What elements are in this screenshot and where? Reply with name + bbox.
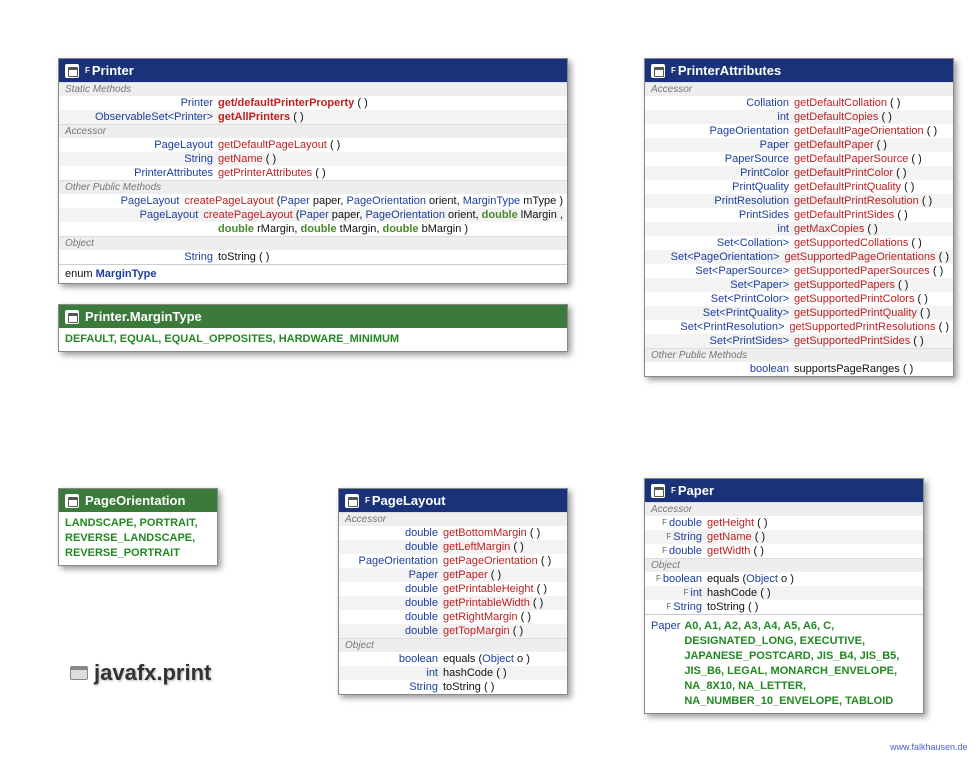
final-marker: F [671,66,676,75]
method-row: PrinterAttributesgetPrinterAttributes ( … [59,166,567,180]
method-row: Set<Paper>getSupportedPapers ( ) [645,278,953,292]
method-row: Set<PrintColor>getSupportedPrintColors (… [645,292,953,306]
method-row: FdoublegetHeight ( ) [645,516,923,530]
method-row: doublegetRightMargin ( ) [339,610,567,624]
method-row: doublegetPrintableWidth ( ) [339,596,567,610]
enum-kw: enum [65,268,93,280]
margintype-card: Printer.MarginType DEFAULT, EQUAL, EQUAL… [58,304,568,352]
card-header: F Paper [645,479,923,502]
method-row: double rMargin, double tMargin, double b… [59,222,567,236]
method-row: booleanequals (Object o ) [339,652,567,666]
printer-card: F Printer Static MethodsPrinterget/defau… [58,58,568,284]
enum-values: DEFAULT, EQUAL, EQUAL_OPPOSITES, HARDWAR… [59,328,567,351]
section-label: Object [59,236,567,250]
method-row: doublegetLeftMargin ( ) [339,540,567,554]
constants: Paper A0, A1, A2, A3, A4, A5, A6, C, DES… [645,614,923,713]
section-label: Other Public Methods [645,348,953,362]
method-row: Set<PrintResolution>getSupportedPrintRes… [645,320,953,334]
card-title: PageLayout [372,493,446,508]
card-body: Static MethodsPrinterget/defaultPrinterP… [59,82,567,264]
card-body: AccessorCollationgetDefaultCollation ( )… [645,82,953,376]
section-label: Accessor [59,124,567,138]
card-title: PrinterAttributes [678,63,781,78]
method-row: FinthashCode ( ) [645,586,923,600]
final-marker: F [365,496,370,505]
method-row: PrintSidesgetDefaultPrintSides ( ) [645,208,953,222]
method-row: PapergetPaper ( ) [339,568,567,582]
package-name: javafx.print [94,660,211,686]
method-row: PageLayoutcreatePageLayout (Paper paper,… [59,208,567,222]
final-marker: F [85,66,90,75]
method-row: PrintQualitygetDefaultPrintQuality ( ) [645,180,953,194]
method-row: Set<PageOrientation>getSupportedPageOrie… [645,250,953,264]
method-row: StringtoString ( ) [339,680,567,694]
method-row: PaperSourcegetDefaultPaperSource ( ) [645,152,953,166]
section-label: Other Public Methods [59,180,567,194]
method-row: Set<PrintSides>getSupportedPrintSides ( … [645,334,953,348]
printer-icon [65,310,79,324]
method-row: doublegetTopMargin ( ) [339,624,567,638]
method-row: Fbooleanequals (Object o ) [645,572,923,586]
pagelayout-card: F PageLayout AccessordoublegetBottomMarg… [338,488,568,695]
card-title: Printer.MarginType [85,309,202,324]
method-row: doublegetBottomMargin ( ) [339,526,567,540]
method-row: PageLayoutcreatePageLayout (Paper paper,… [59,194,567,208]
method-row: Set<PrintQuality>getSupportedPrintQualit… [645,306,953,320]
method-row: PapergetDefaultPaper ( ) [645,138,953,152]
card-header: F Printer [59,59,567,82]
section-label: Object [339,638,567,652]
method-row: ObservableSet<Printer>getAllPrinters ( ) [59,110,567,124]
section-label: Accessor [645,82,953,96]
printer-icon [651,64,665,78]
method-row: booleansupportsPageRanges ( ) [645,362,953,376]
method-row: PrintResolutiongetDefaultPrintResolution… [645,194,953,208]
method-row: PageOrientationgetPageOrientation ( ) [339,554,567,568]
card-title: Printer [92,63,134,78]
enum-name: MarginType [96,268,157,280]
method-row: doublegetPrintableHeight ( ) [339,582,567,596]
method-row: FdoublegetWidth ( ) [645,544,923,558]
method-row: StringgetName ( ) [59,152,567,166]
method-row: PageOrientationgetDefaultPageOrientation… [645,124,953,138]
final-marker: F [671,486,676,495]
section-label: Static Methods [59,82,567,96]
card-header: Printer.MarginType [59,305,567,328]
method-row: Set<PaperSource>getSupportedPaperSources… [645,264,953,278]
method-row: StringtoString ( ) [59,250,567,264]
constants-values: A0, A1, A2, A3, A4, A5, A6, C, DESIGNATE… [684,619,917,709]
card-body: AccessordoublegetBottomMargin ( )doubleg… [339,512,567,694]
printer-icon [65,64,79,78]
pageorient-card: PageOrientation LANDSCAPE, PORTRAIT, REV… [58,488,218,566]
section-label: Accessor [645,502,923,516]
method-row: FStringgetName ( ) [645,530,923,544]
watermark: www.falkhausen.de [890,742,968,752]
card-header: F PrinterAttributes [645,59,953,82]
printer-icon [345,494,359,508]
method-row: intgetDefaultCopies ( ) [645,110,953,124]
enum-values: LANDSCAPE, PORTRAIT, REVERSE_LANDSCAPE, … [59,512,217,565]
package-label: javafx.print [70,660,211,686]
method-row: FStringtoString ( ) [645,600,923,614]
card-title: PageOrientation [85,493,185,508]
package-icon [70,666,88,680]
method-row: inthashCode ( ) [339,666,567,680]
printer-icon [65,494,79,508]
attrs-card: F PrinterAttributes AccessorCollationget… [644,58,954,377]
method-row: PageLayoutgetDefaultPageLayout ( ) [59,138,567,152]
card-header: F PageLayout [339,489,567,512]
card-header: PageOrientation [59,489,217,512]
method-row: Set<Collation>getSupportedCollations ( ) [645,236,953,250]
enum-footer: enum MarginType [59,264,567,283]
method-row: Printerget/defaultPrinterProperty ( ) [59,96,567,110]
section-label: Accessor [339,512,567,526]
card-body: AccessorFdoublegetHeight ( )FStringgetNa… [645,502,923,614]
paper-card: F Paper AccessorFdoublegetHeight ( )FStr… [644,478,924,714]
constants-prefix: Paper [651,619,684,709]
method-row: intgetMaxCopies ( ) [645,222,953,236]
printer-icon [651,484,665,498]
method-row: CollationgetDefaultCollation ( ) [645,96,953,110]
method-row: PrintColorgetDefaultPrintColor ( ) [645,166,953,180]
section-label: Object [645,558,923,572]
card-title: Paper [678,483,714,498]
